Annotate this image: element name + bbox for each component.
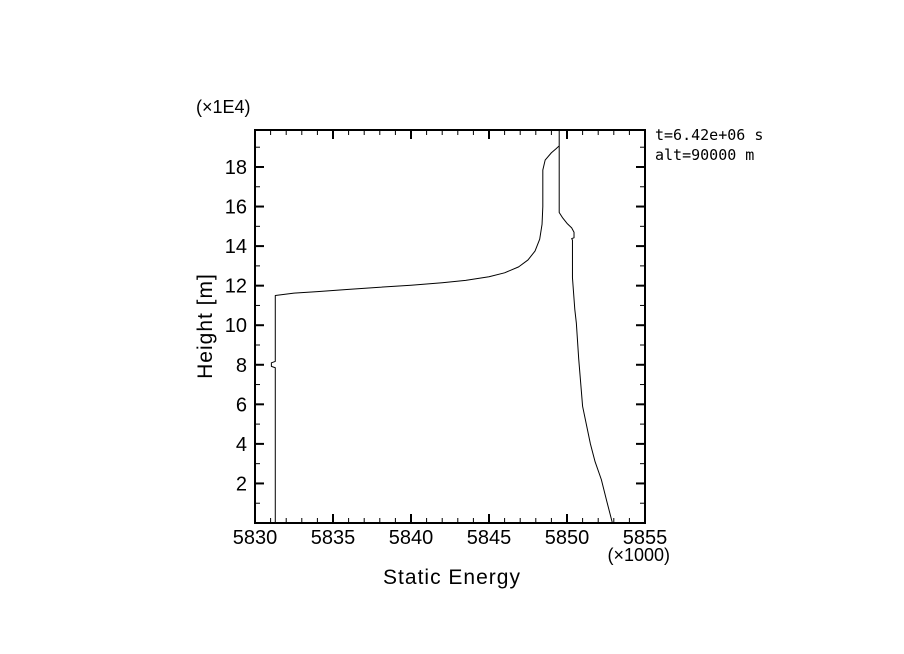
x-tick-label: 5845	[467, 527, 512, 549]
x-tick-label: 5835	[311, 527, 356, 549]
y-tick-label: 18	[225, 157, 247, 179]
plot-frame	[254, 129, 646, 524]
x-axis-title: Static Energy	[383, 566, 521, 589]
annotation-altitude: alt=90000 m	[655, 146, 754, 164]
static-energy-profile-curve	[270, 129, 613, 523]
y-tick-label: 8	[236, 355, 247, 377]
y-scale-note: (×1E4)	[196, 97, 251, 117]
x-tick-label: 5855	[623, 527, 668, 549]
y-tick-label: 6	[236, 394, 247, 416]
y-axis-title: Height [m]	[194, 273, 217, 379]
y-tick-label: 12	[225, 276, 247, 298]
y-tick-label: 14	[225, 236, 247, 258]
annotation-time: t=6.42e+06 s	[655, 126, 763, 144]
x-tick-label: 5850	[545, 527, 590, 549]
y-tick-label: 10	[225, 315, 247, 337]
y-tick-label: 2	[236, 473, 247, 495]
x-tick-label: 5830	[233, 527, 278, 549]
y-tick-label: 16	[225, 197, 247, 219]
y-tick-label: 4	[236, 434, 247, 456]
x-scale-note: (×1000)	[607, 545, 670, 565]
x-tick-label: 5840	[389, 527, 434, 549]
